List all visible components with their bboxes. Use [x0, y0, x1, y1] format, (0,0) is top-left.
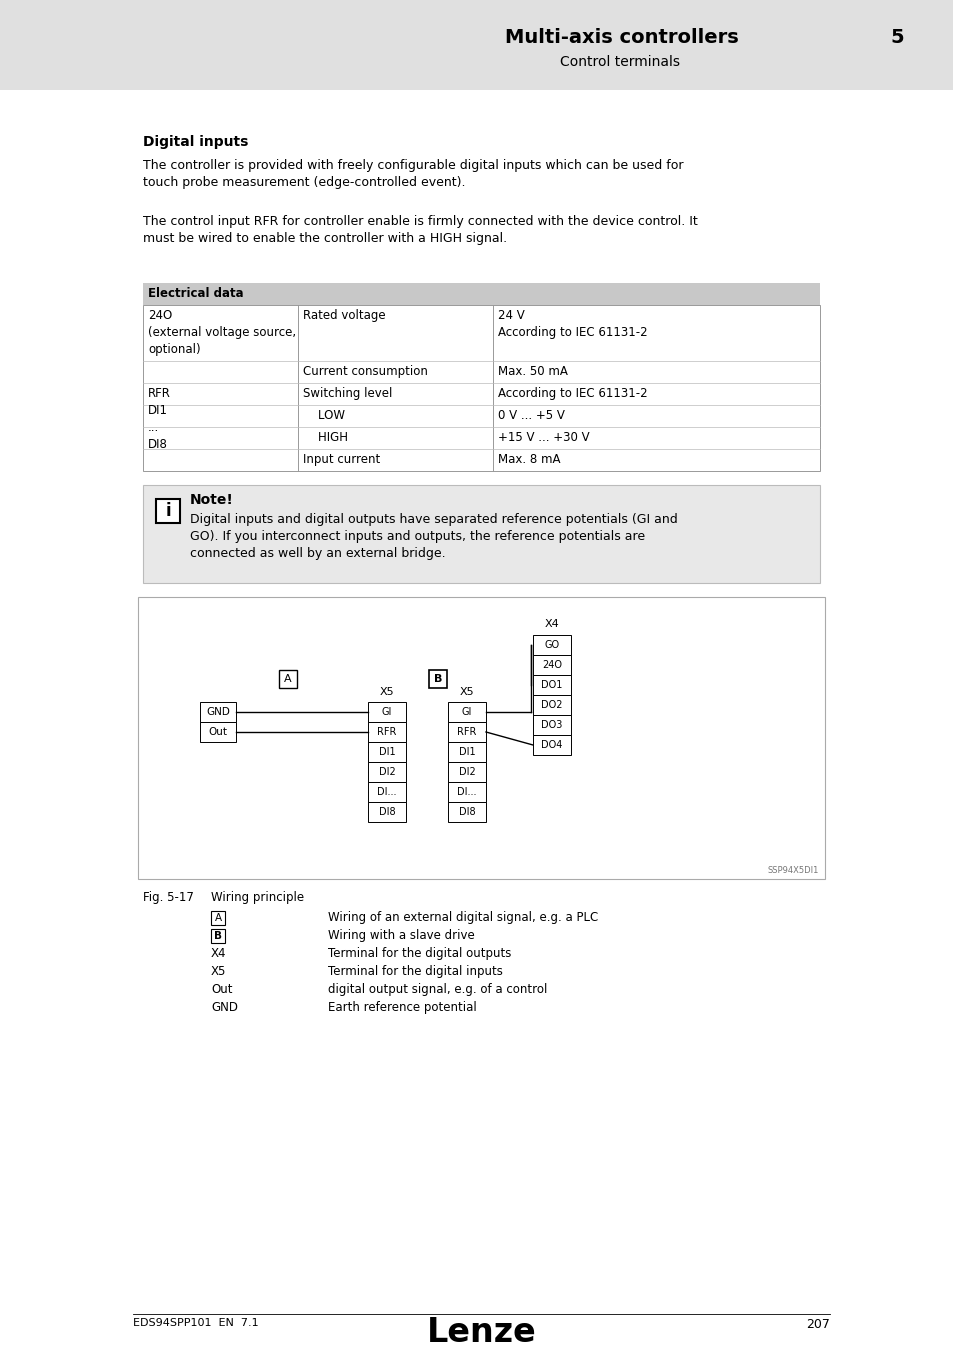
- Text: Fig. 5-17: Fig. 5-17: [143, 891, 193, 904]
- Text: Digital inputs and digital outputs have separated reference potentials (GI and
G: Digital inputs and digital outputs have …: [190, 513, 677, 560]
- Text: DI1: DI1: [458, 747, 475, 757]
- Bar: [200, 722, 235, 742]
- Text: Rated voltage: Rated voltage: [303, 309, 385, 323]
- Text: GO: GO: [544, 640, 559, 649]
- Bar: [533, 695, 571, 716]
- Text: 5: 5: [889, 28, 902, 47]
- Bar: [278, 670, 296, 688]
- Text: 24O
(external voltage source,
optional): 24O (external voltage source, optional): [148, 309, 295, 356]
- Text: According to IEC 61131-2: According to IEC 61131-2: [497, 387, 647, 400]
- Text: SSP94X5DI1: SSP94X5DI1: [767, 865, 818, 875]
- Text: Terminal for the digital inputs: Terminal for the digital inputs: [328, 965, 502, 977]
- Bar: [448, 702, 485, 722]
- Bar: [533, 634, 571, 655]
- Bar: [138, 597, 824, 879]
- Text: Note!: Note!: [190, 493, 233, 508]
- Text: DI...: DI...: [376, 787, 396, 796]
- Text: Out: Out: [211, 983, 233, 996]
- Bar: [368, 722, 406, 742]
- Text: Earth reference potential: Earth reference potential: [328, 1000, 476, 1014]
- Text: The controller is provided with freely configurable digital inputs which can be : The controller is provided with freely c…: [143, 159, 682, 189]
- Text: DI8: DI8: [378, 807, 395, 817]
- Text: GND: GND: [206, 707, 230, 717]
- Text: RFR: RFR: [456, 728, 476, 737]
- Bar: [156, 500, 180, 522]
- Text: GI: GI: [381, 707, 392, 717]
- Text: RFR: RFR: [377, 728, 396, 737]
- Bar: [211, 929, 225, 944]
- Text: Switching level: Switching level: [303, 387, 392, 400]
- Text: 24 V
According to IEC 61131-2: 24 V According to IEC 61131-2: [497, 309, 647, 339]
- Bar: [368, 702, 406, 722]
- Text: DI2: DI2: [378, 767, 395, 778]
- Text: Current consumption: Current consumption: [303, 364, 428, 378]
- Bar: [533, 675, 571, 695]
- Text: DI1: DI1: [378, 747, 395, 757]
- Text: Max. 50 mA: Max. 50 mA: [497, 364, 567, 378]
- Text: Electrical data: Electrical data: [148, 288, 243, 300]
- Text: HIGH: HIGH: [303, 431, 348, 444]
- Text: GND: GND: [211, 1000, 237, 1014]
- Text: Control terminals: Control terminals: [559, 55, 679, 69]
- Text: i: i: [165, 502, 171, 520]
- Text: DI2: DI2: [458, 767, 475, 778]
- Text: Wiring principle: Wiring principle: [211, 891, 304, 904]
- Text: RFR
DI1
...
DI8: RFR DI1 ... DI8: [148, 387, 171, 451]
- Bar: [368, 802, 406, 822]
- Text: A: A: [284, 674, 292, 684]
- Text: Multi-axis controllers: Multi-axis controllers: [504, 28, 738, 47]
- Text: Max. 8 mA: Max. 8 mA: [497, 454, 560, 466]
- Text: X5: X5: [211, 965, 226, 977]
- Text: X5: X5: [379, 687, 394, 697]
- Text: EDS94SPP101  EN  7.1: EDS94SPP101 EN 7.1: [132, 1318, 258, 1328]
- Text: Lenze: Lenze: [426, 1316, 536, 1349]
- Text: DO2: DO2: [540, 701, 562, 710]
- Bar: [211, 911, 225, 925]
- Bar: [368, 743, 406, 761]
- Text: X4: X4: [544, 620, 558, 629]
- Text: +15 V ... +30 V: +15 V ... +30 V: [497, 431, 589, 444]
- Bar: [143, 485, 820, 583]
- Bar: [200, 702, 235, 722]
- Text: Input current: Input current: [303, 454, 380, 466]
- Text: DI8: DI8: [458, 807, 475, 817]
- Text: Wiring with a slave drive: Wiring with a slave drive: [328, 929, 475, 942]
- Text: DO3: DO3: [540, 720, 562, 730]
- Text: B: B: [213, 931, 222, 941]
- Text: LOW: LOW: [303, 409, 345, 423]
- Bar: [448, 743, 485, 761]
- Text: B: B: [434, 674, 442, 684]
- Bar: [448, 761, 485, 782]
- Text: Out: Out: [209, 728, 227, 737]
- Text: DI...: DI...: [456, 787, 476, 796]
- Bar: [368, 782, 406, 802]
- Bar: [448, 722, 485, 742]
- Text: DO4: DO4: [540, 740, 562, 751]
- Bar: [448, 802, 485, 822]
- Bar: [533, 655, 571, 675]
- Text: digital output signal, e.g. of a control: digital output signal, e.g. of a control: [328, 983, 547, 996]
- Bar: [143, 284, 820, 305]
- Bar: [368, 761, 406, 782]
- Text: 0 V ... +5 V: 0 V ... +5 V: [497, 409, 564, 423]
- Text: The control input RFR for controller enable is firmly connected with the device : The control input RFR for controller ena…: [143, 215, 697, 244]
- Text: 24O: 24O: [541, 660, 561, 670]
- Bar: [448, 782, 485, 802]
- Text: DO1: DO1: [540, 680, 562, 690]
- Text: Terminal for the digital outputs: Terminal for the digital outputs: [328, 946, 511, 960]
- Text: A: A: [214, 913, 221, 923]
- Text: X4: X4: [211, 946, 226, 960]
- Text: X5: X5: [459, 687, 474, 697]
- Bar: [143, 305, 820, 471]
- Text: Digital inputs: Digital inputs: [143, 135, 248, 148]
- Text: GI: GI: [461, 707, 472, 717]
- Text: 207: 207: [805, 1318, 829, 1331]
- Bar: [533, 734, 571, 755]
- Bar: [533, 716, 571, 734]
- Bar: [429, 670, 447, 688]
- Bar: [0, 0, 953, 90]
- Text: Wiring of an external digital signal, e.g. a PLC: Wiring of an external digital signal, e.…: [328, 911, 598, 923]
